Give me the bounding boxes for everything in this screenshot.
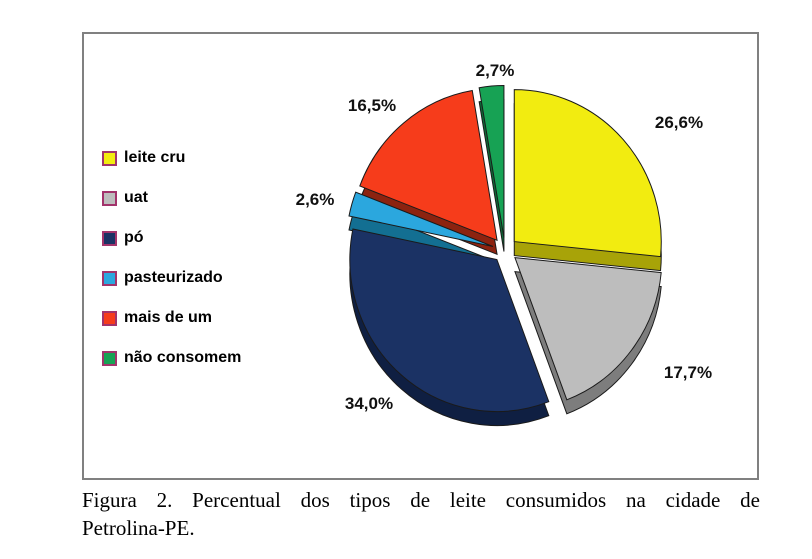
figure-caption: Figura 2. Percentual dos tipos de leite …	[82, 486, 760, 542]
legend-item-nao-consomem: não consomem	[102, 338, 241, 378]
legend-swatch-nao-consomem-icon	[102, 350, 117, 366]
legend-swatch-pasteurizado-icon	[102, 270, 117, 286]
legend-label: pó	[124, 229, 144, 246]
pie-label-po: 34,0%	[344, 394, 394, 413]
pie-label-mais-de-um: 16,5%	[347, 96, 397, 115]
legend-swatch-leite-cru-icon	[102, 150, 117, 166]
figure-caption-line2: Petrolina-PE.	[82, 516, 195, 540]
legend-label: uat	[124, 189, 148, 206]
legend-swatch-mais-de-um-icon	[102, 310, 117, 326]
legend-item-pasteurizado: pasteurizado	[102, 258, 241, 298]
legend-label: leite cru	[124, 149, 186, 166]
legend-item-po: pó	[102, 218, 241, 258]
legend-label: pasteurizado	[124, 269, 223, 286]
chart-legend: leite cru uat pó pasteurizado mais de um…	[102, 138, 241, 378]
legend-item-mais-de-um: mais de um	[102, 298, 241, 338]
pie-label-nao-consomem: 2,7%	[475, 61, 515, 80]
legend-swatch-uat-icon	[102, 190, 117, 206]
legend-label: não consomem	[124, 349, 242, 366]
legend-swatch-po-icon	[102, 230, 117, 246]
legend-item-uat: uat	[102, 178, 241, 218]
legend-item-leite-cru: leite cru	[102, 138, 241, 178]
figure-caption-line1: Figura 2. Percentual dos tipos de leite …	[82, 488, 760, 512]
pie-label-leite-cru: 26,6%	[654, 113, 704, 132]
pie-label-pasteurizado: 2,6%	[295, 190, 335, 209]
legend-label: mais de um	[124, 309, 213, 326]
pie-label-uat: 17,7%	[663, 363, 713, 382]
